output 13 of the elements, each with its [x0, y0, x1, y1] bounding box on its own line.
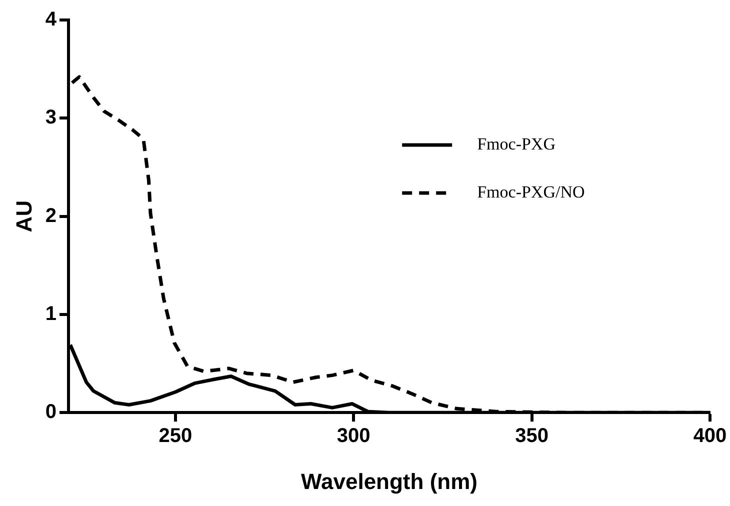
legend-label: Fmoc-PXG — [477, 134, 556, 154]
legend-label: Fmoc-PXG/NO — [477, 182, 585, 202]
x-tick-label: 350 — [515, 425, 548, 448]
y-tick-label: 3 — [45, 106, 57, 129]
x-tick-label: 250 — [158, 425, 192, 448]
y-tick-label: 2 — [45, 204, 57, 227]
y-tick-label: 0 — [45, 401, 57, 424]
x-axis-title: Wavelength (nm) — [301, 468, 478, 494]
x-tick-label: 300 — [336, 425, 370, 448]
y-axis-title: AU — [11, 200, 36, 232]
y-tick-label: 4 — [45, 8, 58, 31]
x-tick-label: 400 — [693, 425, 727, 448]
y-tick-label: 1 — [45, 302, 57, 325]
